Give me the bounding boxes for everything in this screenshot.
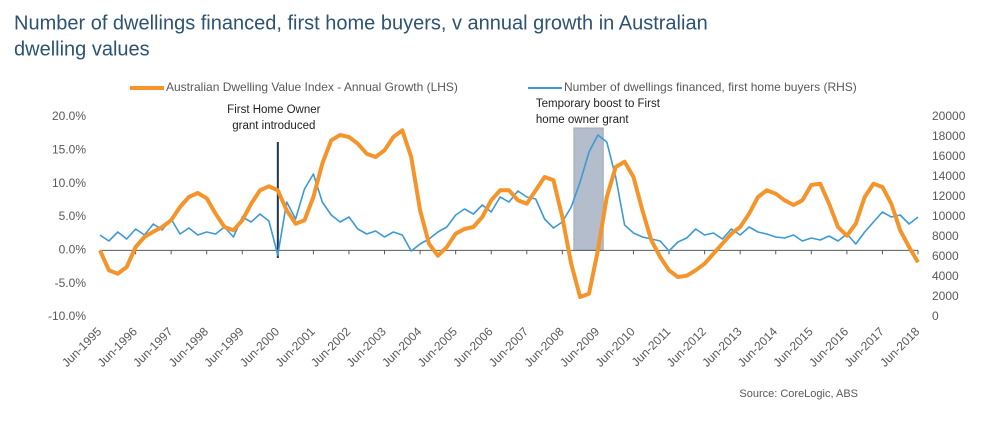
shaded-region [573,127,604,251]
y2-tick-label: 10000 [932,209,966,223]
y2-tick-label: 14000 [932,169,966,183]
annotation: First Home Owner [227,104,320,116]
y2-tick-label: 0 [932,309,939,323]
y-tick-label: 0.0% [59,243,87,257]
legend-label: Australian Dwelling Value Index - Annual… [166,80,458,94]
y-tick-label: 20.0% [52,109,86,123]
y-tick-label: 15.0% [52,143,86,157]
series-line [99,134,919,256]
annotation: grant introduced [232,120,315,132]
source: Source: CoreLogic, ABS [739,388,858,400]
y2-tick-label: 20000 [932,109,966,123]
x-tick-label: Jun-2018 [877,324,923,370]
y2-tick-label: 18000 [932,129,966,143]
series-line [98,128,920,299]
y-tick-label: 5.0% [59,209,87,223]
y2-tick-label: 12000 [932,189,966,203]
y2-tick-label: 6000 [932,249,959,263]
y2-tick-label: 16000 [932,149,966,163]
annotation: Temporary boost to First [536,98,661,110]
annotation: home owner grant [536,114,629,126]
y-tick-label: 10.0% [52,176,86,190]
legend-label: Number of dwellings financed, first home… [564,80,857,94]
chart-title: dwelling values [14,38,150,60]
y2-tick-label: 4000 [932,269,959,283]
y2-tick-label: 2000 [932,289,959,303]
y2-tick-label: 8000 [932,229,959,243]
chart-title: Number of dwellings financed, first home… [14,12,708,34]
y-tick-label: -5.0% [55,276,87,290]
y-tick-label: -10.0% [48,309,86,323]
